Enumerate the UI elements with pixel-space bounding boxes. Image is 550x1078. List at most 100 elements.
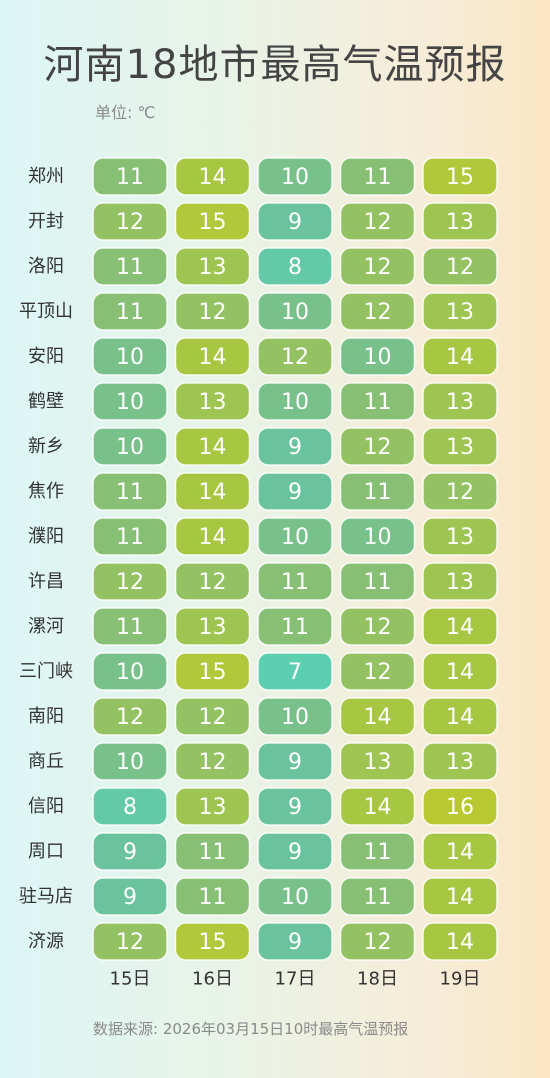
heatmap-cell xyxy=(422,562,498,601)
heatmap-cell xyxy=(257,157,333,196)
heatmap-cell xyxy=(257,202,333,241)
cell-value: 13 xyxy=(446,435,474,460)
cell-value: 10 xyxy=(281,525,309,550)
heatmap-cell xyxy=(422,202,498,241)
column-label: 17日 xyxy=(275,969,316,990)
heatmap-cell xyxy=(92,877,168,916)
heatmap-cell xyxy=(174,472,251,511)
unit-label: 单位: ℃ xyxy=(95,103,156,122)
row-label: 漯河 xyxy=(28,616,64,637)
cell-value: 14 xyxy=(446,885,474,910)
row-label: 洛阳 xyxy=(28,256,64,277)
heatmap-cell xyxy=(92,382,168,421)
heatmap-cell xyxy=(257,247,333,286)
heatmap-cell xyxy=(92,517,168,556)
heatmap-cell xyxy=(174,562,251,601)
heatmap-cell xyxy=(422,742,498,781)
cell-value: 12 xyxy=(281,345,309,370)
cell-value: 11 xyxy=(364,885,392,910)
heatmap-cell xyxy=(422,382,498,421)
cell-value: 15 xyxy=(446,165,474,190)
row-label: 新乡 xyxy=(28,436,64,457)
cell-value: 11 xyxy=(116,255,144,280)
cell-value: 11 xyxy=(199,840,227,865)
cell-value: 9 xyxy=(288,750,302,775)
cell-value: 10 xyxy=(116,435,144,460)
heatmap-cell xyxy=(92,607,168,646)
heatmap-cell xyxy=(257,517,333,556)
cell-value: 11 xyxy=(116,300,144,325)
heatmap-cell xyxy=(339,472,416,511)
cell-value: 11 xyxy=(199,885,227,910)
cell-value: 11 xyxy=(364,570,392,595)
heatmap-cell xyxy=(174,292,251,331)
cell-value: 12 xyxy=(199,570,227,595)
heatmap-cell xyxy=(174,427,251,466)
cell-value: 14 xyxy=(446,705,474,730)
cell-value: 12 xyxy=(364,300,392,325)
heatmap-cell xyxy=(339,382,416,421)
cell-value: 14 xyxy=(199,435,227,460)
cell-value: 10 xyxy=(281,705,309,730)
cell-value: 13 xyxy=(364,750,392,775)
heatmap-cell xyxy=(92,427,168,466)
cell-value: 13 xyxy=(446,390,474,415)
cell-value: 13 xyxy=(446,300,474,325)
cell-value: 14 xyxy=(199,165,227,190)
chart-title: 河南18地市最高气温预报 xyxy=(43,42,507,88)
cell-value: 12 xyxy=(199,300,227,325)
cell-value: 14 xyxy=(446,660,474,685)
heatmap-cell xyxy=(174,517,251,556)
cell-value: 10 xyxy=(364,525,392,550)
cell-value: 11 xyxy=(281,570,309,595)
heatmap-cell xyxy=(174,202,251,241)
row-label: 平顶山 xyxy=(19,301,73,322)
heatmap-cell xyxy=(339,697,416,736)
heatmap-cell xyxy=(339,652,416,691)
cell-value: 9 xyxy=(288,840,302,865)
cell-value: 12 xyxy=(364,435,392,460)
heatmap-cell xyxy=(92,202,168,241)
heatmap-cell xyxy=(422,697,498,736)
cell-value: 10 xyxy=(364,345,392,370)
cell-value: 9 xyxy=(288,480,302,505)
row-label: 开封 xyxy=(28,211,64,232)
cell-value: 12 xyxy=(199,750,227,775)
cell-value: 8 xyxy=(123,795,137,820)
cell-value: 13 xyxy=(199,255,227,280)
heatmap-cell xyxy=(174,877,251,916)
cell-value: 9 xyxy=(288,435,302,460)
heatmap-cell xyxy=(339,742,416,781)
heatmap-cell xyxy=(339,607,416,646)
cell-value: 14 xyxy=(446,615,474,640)
cell-value: 12 xyxy=(116,570,144,595)
cell-value: 13 xyxy=(446,570,474,595)
heatmap-cell xyxy=(257,922,333,961)
row-label: 焦作 xyxy=(28,481,64,502)
cell-value: 11 xyxy=(364,165,392,190)
heatmap-cell xyxy=(92,832,168,871)
cell-value: 10 xyxy=(116,660,144,685)
heatmap-cell xyxy=(257,427,333,466)
heatmap-cell xyxy=(257,787,333,826)
cell-value: 14 xyxy=(446,345,474,370)
row-label: 许昌 xyxy=(28,571,64,592)
heatmap-cell xyxy=(339,247,416,286)
row-label: 济源 xyxy=(28,931,64,952)
heatmap-cell xyxy=(174,697,251,736)
column-label: 18日 xyxy=(357,969,398,990)
heatmap-cell xyxy=(339,292,416,331)
cell-value: 13 xyxy=(446,525,474,550)
row-label: 三门峡 xyxy=(19,661,73,682)
row-label: 驻马店 xyxy=(19,886,73,907)
heatmap-cell xyxy=(92,562,168,601)
heatmap-cell xyxy=(422,472,498,511)
cell-value: 9 xyxy=(288,930,302,955)
row-label: 郑州 xyxy=(28,166,64,187)
heatmap-cell xyxy=(92,652,168,691)
heatmap-cell xyxy=(92,697,168,736)
row-label: 南阳 xyxy=(28,706,64,727)
cell-value: 14 xyxy=(199,525,227,550)
cell-value: 12 xyxy=(199,705,227,730)
cell-value: 14 xyxy=(446,930,474,955)
